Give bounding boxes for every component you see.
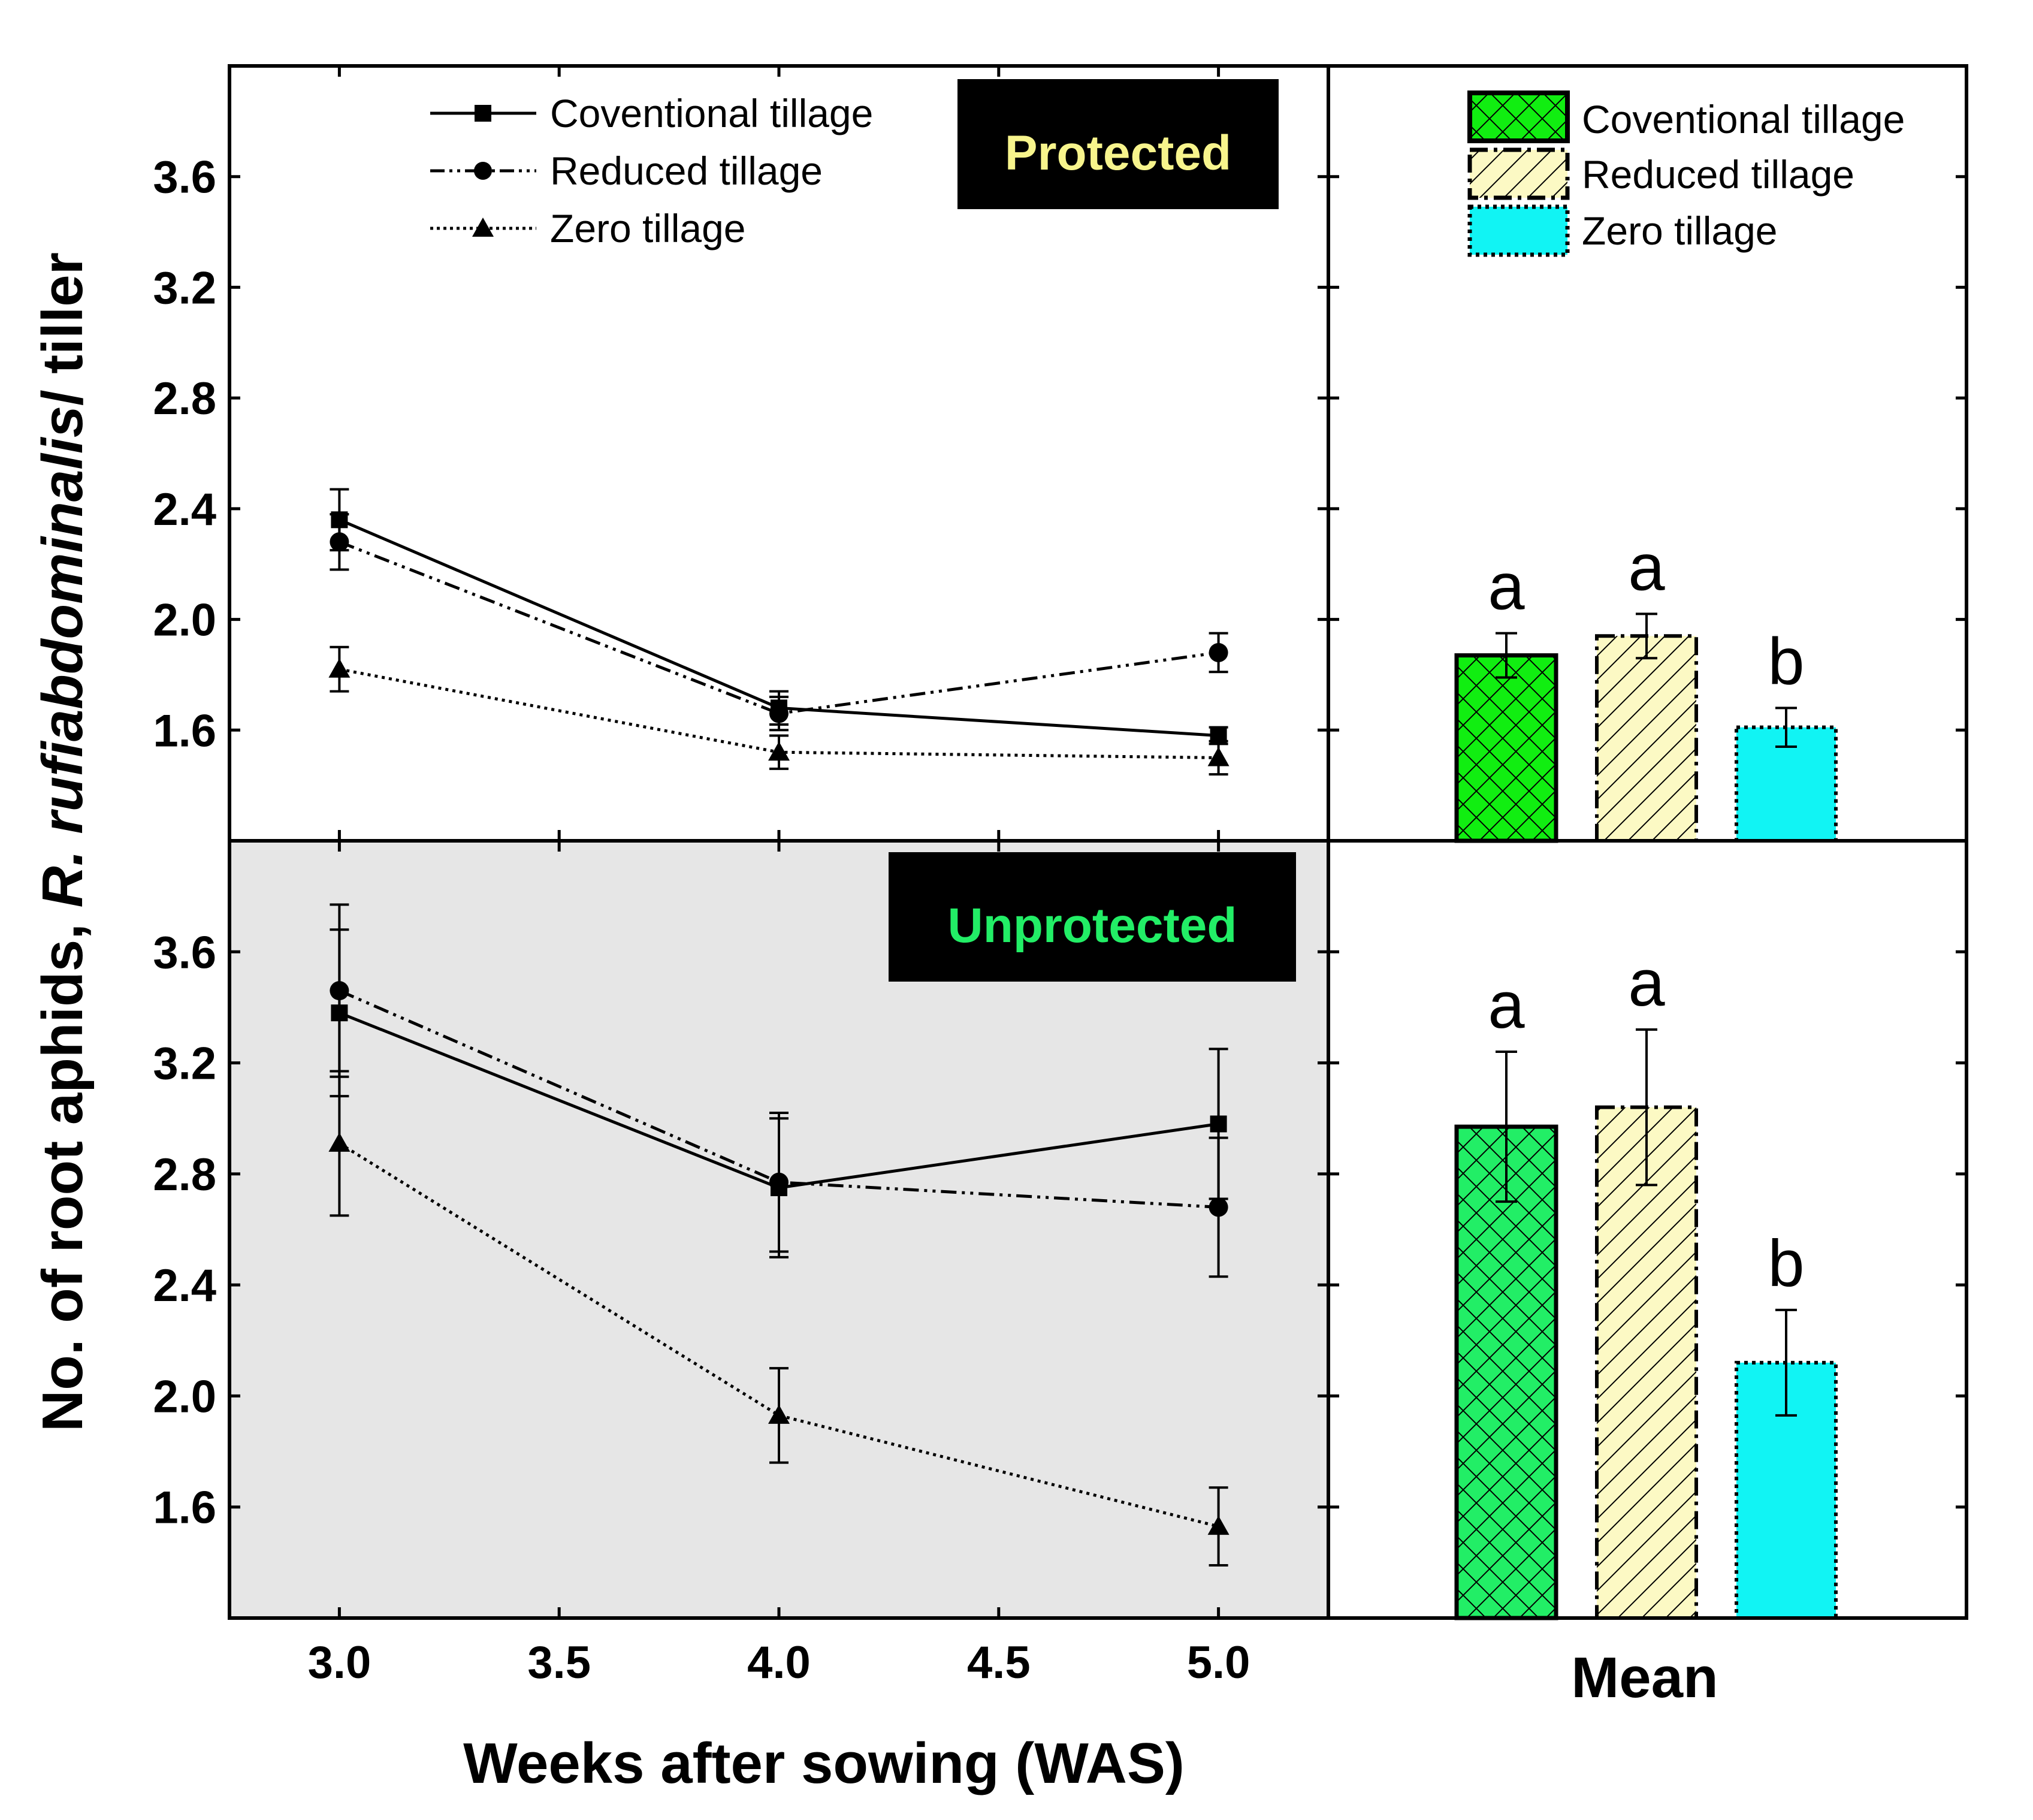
bar-legend-label-reduced: Reduced tillage: [1582, 152, 1854, 197]
legend-swatch-conventional: [1467, 90, 1570, 143]
y-axis-title-species: R. rufiabdominalis: [31, 406, 95, 907]
legend-label-reduced: Reduced tillage: [550, 149, 823, 193]
significance-letter-unprotected-2: b: [1768, 1227, 1804, 1300]
data-point-protected-2: [1207, 747, 1230, 766]
y-tick-label-protected: 3.6: [153, 152, 216, 203]
bar-protected-2: [1735, 725, 1838, 843]
line-legend: Coventional tillage Reduced tillage Zero…: [430, 91, 873, 250]
y-axis-title: No. of root aphids, R. rufiabdominalis/ …: [31, 252, 95, 1432]
data-point-unprotected-2: [328, 1132, 351, 1152]
legend-marker-triangle: [472, 218, 494, 237]
data-point-protected-2: [328, 658, 351, 678]
legend-marker-square: [475, 105, 491, 122]
significance-letter-protected-1: a: [1628, 530, 1665, 604]
bar-protected-0: [1454, 653, 1558, 843]
significance-letter-unprotected-1: a: [1628, 946, 1665, 1020]
data-point-unprotected-1: [1209, 1197, 1228, 1217]
legend-swatch-reduced: [1467, 147, 1570, 200]
x-axis-title: Weeks after sowing (WAS): [463, 1731, 1185, 1795]
data-point-unprotected-0: [1210, 1115, 1227, 1133]
x-tick-label: 3.5: [527, 1637, 591, 1688]
y-tick-label-unprotected: 2.8: [153, 1149, 216, 1200]
x-tick-label: 4.5: [967, 1637, 1031, 1688]
significance-letter-protected-2: b: [1768, 624, 1804, 698]
legend-swatch-zero: [1467, 204, 1570, 257]
series-line-protected-1: [339, 540, 1219, 716]
legend-marker-circle: [474, 162, 492, 180]
y-tick-label-unprotected: 3.6: [153, 927, 216, 978]
y-tick-label-unprotected: 1.6: [153, 1483, 216, 1534]
significance-letter-unprotected-0: a: [1488, 968, 1525, 1042]
bar-legend-label-conventional: Coventional tillage: [1582, 97, 1905, 141]
unprotected-tag: Unprotected: [948, 898, 1237, 953]
y-tick-label-unprotected: 2.0: [153, 1371, 216, 1422]
significance-letter-protected-0: a: [1488, 550, 1525, 624]
y-tick-label-protected: 1.6: [153, 705, 216, 756]
data-point-protected-1: [1209, 642, 1228, 662]
y-tick-label-unprotected: 3.2: [153, 1039, 216, 1089]
legend-label-zero: Zero tillage: [550, 206, 746, 250]
data-point-protected-2: [768, 741, 790, 761]
y-tick-label-protected: 2.4: [153, 484, 216, 535]
y-tick-label-protected: 2.8: [153, 373, 216, 424]
y-tick-label-unprotected: 2.4: [153, 1260, 216, 1311]
data-point-unprotected-2: [1207, 1516, 1230, 1535]
data-point-unprotected-1: [330, 981, 349, 1001]
y-tick-label-protected: 2.0: [153, 595, 216, 646]
unprotected-tag-box: [889, 852, 1296, 982]
y-axis-title-suffix: / tiller: [31, 252, 95, 406]
protected-tag-box: [957, 79, 1279, 209]
x-tick-label: 4.0: [747, 1637, 811, 1688]
y-axis-title-prefix: No. of root aphids,: [31, 907, 95, 1432]
y-tick-label-protected: 3.2: [153, 262, 216, 313]
bar-unprotected-1: [1595, 1105, 1698, 1620]
legend-label-conventional: Coventional tillage: [550, 91, 873, 135]
data-point-unprotected-1: [769, 1172, 789, 1192]
bar-legend-label-zero: Zero tillage: [1582, 209, 1778, 253]
panel-frame-unprotected-mean: [1327, 839, 1968, 1620]
data-point-unprotected-2: [768, 1404, 790, 1424]
x-tick-label: 5.0: [1187, 1637, 1250, 1688]
series-line-unprotected-1: [339, 989, 1219, 1209]
bar-protected-1: [1595, 634, 1698, 843]
mean-label: Mean: [1571, 1646, 1718, 1710]
data-point-protected-1: [330, 532, 349, 552]
x-tick-label: 3.0: [308, 1637, 371, 1688]
data-point-protected-1: [769, 704, 789, 723]
protected-tag: Protected: [1005, 126, 1231, 180]
